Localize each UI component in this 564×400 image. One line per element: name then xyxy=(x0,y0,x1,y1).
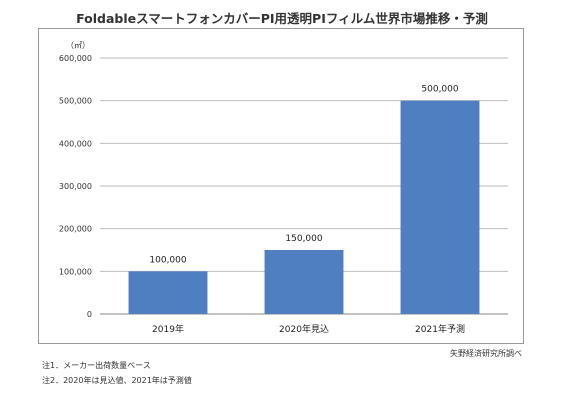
note-2: 注2．2020年は見込値、2021年は予測値 xyxy=(42,376,192,385)
y-tick-label: 300,000 xyxy=(59,182,92,191)
y-tick-label: 100,000 xyxy=(59,267,92,276)
bar xyxy=(128,271,208,314)
x-tick-label: 2021年予測 xyxy=(415,323,465,335)
source-note: 矢野経済研究所調べ xyxy=(450,349,522,358)
chart-frame xyxy=(38,28,524,344)
bar xyxy=(264,250,344,314)
x-tick-label: 2019年 xyxy=(152,323,184,335)
y-tick-label: 500,000 xyxy=(59,97,92,106)
x-tick-label: 2020年見込 xyxy=(279,323,329,335)
y-tick-label: 0 xyxy=(87,310,92,319)
bar xyxy=(400,100,480,315)
y-tick-label: 400,000 xyxy=(59,139,92,148)
y-tick-label: 600,000 xyxy=(59,54,92,63)
chart-title: FoldableスマートフォンカバーPI用透明PIフィルム世界市場推移・予測 xyxy=(76,11,488,26)
y-tick-label: 200,000 xyxy=(59,225,92,234)
data-label: 150,000 xyxy=(285,234,322,244)
y-unit-label: （㎡） xyxy=(66,41,90,50)
data-label: 500,000 xyxy=(421,85,458,95)
data-label: 100,000 xyxy=(149,255,186,265)
note-1: 注1．メーカー出荷数量ベース xyxy=(42,361,151,370)
